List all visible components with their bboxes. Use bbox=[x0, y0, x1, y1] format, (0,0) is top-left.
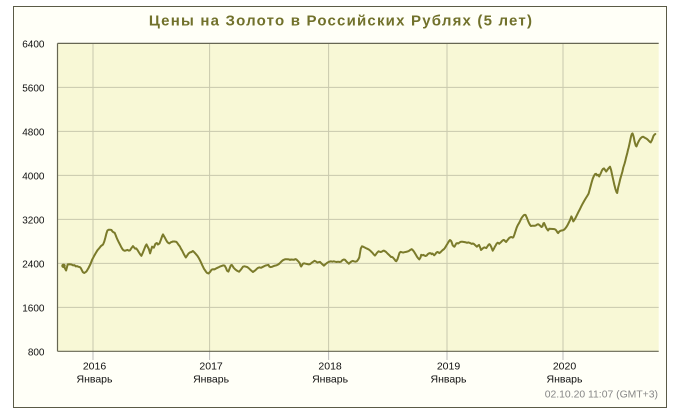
svg-text:3200: 3200 bbox=[22, 216, 45, 227]
svg-text:2016: 2016 bbox=[83, 360, 107, 372]
svg-text:Январь: Январь bbox=[77, 373, 114, 385]
svg-text:Цены на Золото в Российских Ру: Цены на Золото в Российских Рублях (5 ле… bbox=[149, 13, 533, 30]
svg-text:1600: 1600 bbox=[22, 304, 45, 315]
svg-text:Январь: Январь bbox=[547, 373, 584, 385]
svg-text:2017: 2017 bbox=[199, 360, 223, 372]
svg-text:800: 800 bbox=[28, 348, 45, 359]
svg-text:2019: 2019 bbox=[437, 360, 461, 372]
svg-text:Январь: Январь bbox=[193, 373, 230, 385]
svg-text:4800: 4800 bbox=[22, 128, 45, 139]
svg-text:2400: 2400 bbox=[22, 260, 45, 271]
svg-text:Январь: Январь bbox=[431, 373, 468, 385]
svg-text:Январь: Январь bbox=[312, 373, 349, 385]
svg-text:02.10.20 11:07 (GMT+3): 02.10.20 11:07 (GMT+3) bbox=[545, 390, 658, 401]
svg-text:2018: 2018 bbox=[318, 360, 342, 372]
svg-text:5600: 5600 bbox=[22, 84, 45, 95]
svg-text:6400: 6400 bbox=[22, 40, 45, 51]
svg-text:2020: 2020 bbox=[553, 360, 577, 372]
svg-text:4000: 4000 bbox=[22, 172, 45, 183]
